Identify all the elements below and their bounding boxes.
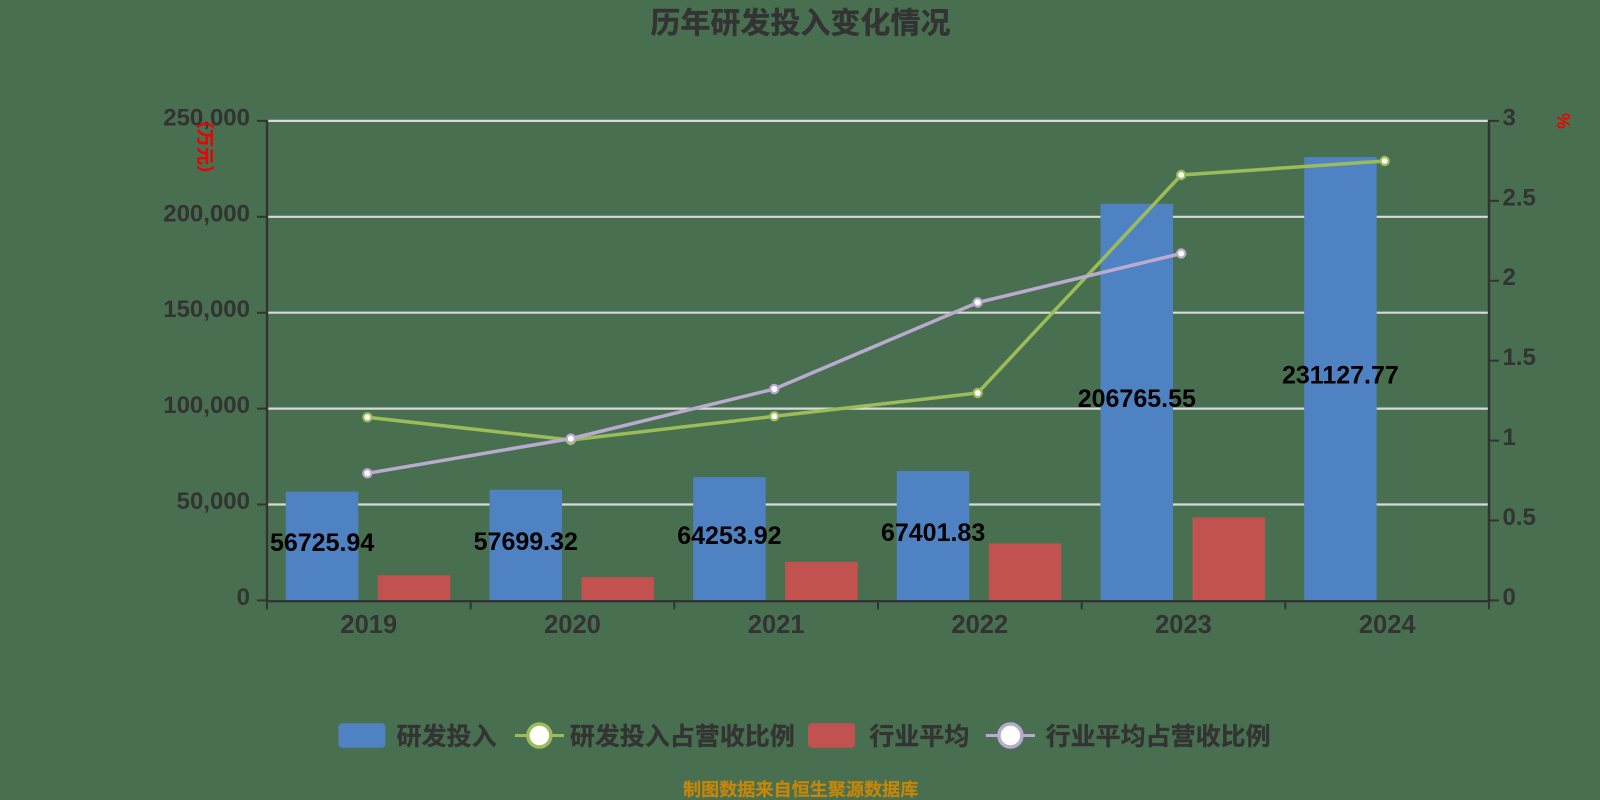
svg-text:250,000: 250,000 (163, 104, 250, 131)
svg-text:2023: 2023 (1155, 611, 1212, 639)
svg-text:64253.92: 64253.92 (677, 522, 781, 550)
svg-text:3: 3 (1503, 104, 1516, 131)
svg-text:206765.55: 206765.55 (1078, 385, 1196, 413)
svg-text:0: 0 (1503, 584, 1516, 611)
svg-text:67401.83: 67401.83 (881, 519, 985, 547)
svg-text:50,000: 50,000 (177, 488, 250, 515)
svg-text:2022: 2022 (951, 611, 1008, 639)
svg-text:0.5: 0.5 (1503, 504, 1536, 531)
svg-text:1.5: 1.5 (1503, 344, 1536, 371)
svg-text:200,000: 200,000 (163, 200, 250, 227)
svg-text:0: 0 (237, 584, 250, 611)
svg-text:2: 2 (1503, 264, 1516, 291)
svg-text:150,000: 150,000 (163, 296, 250, 323)
svg-text:57699.32: 57699.32 (474, 528, 578, 556)
svg-text:2021: 2021 (748, 611, 805, 639)
svg-text:%: % (1553, 113, 1573, 129)
svg-text:2024: 2024 (1359, 611, 1417, 639)
svg-text:2020: 2020 (544, 611, 601, 639)
svg-text:56725.94: 56725.94 (270, 529, 374, 557)
svg-text:1: 1 (1503, 424, 1516, 451)
svg-text:231127.77: 231127.77 (1282, 362, 1399, 390)
svg-text:100,000: 100,000 (163, 392, 250, 419)
svg-text:2.5: 2.5 (1503, 184, 1536, 211)
svg-text:2019: 2019 (340, 611, 397, 639)
